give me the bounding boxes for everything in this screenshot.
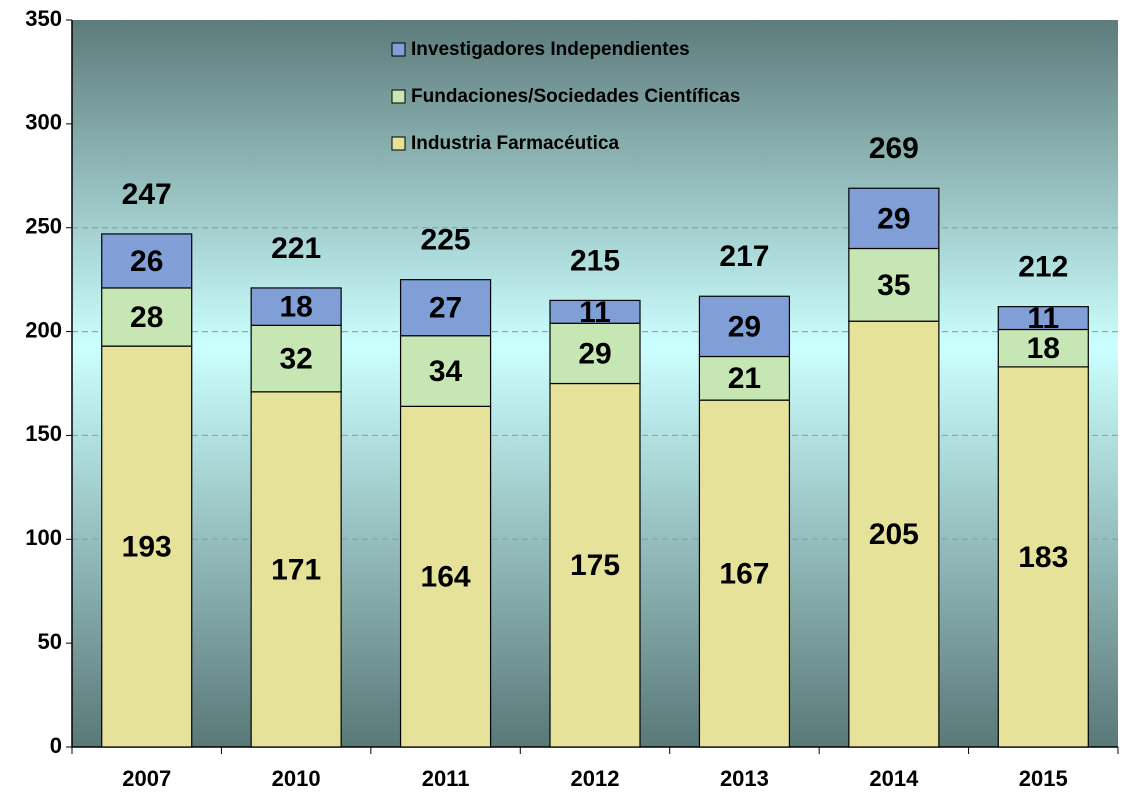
bar-segment bbox=[399, 405, 492, 748]
data-label: 11 bbox=[579, 296, 611, 329]
legend-label: Fundaciones/Sociedades Científicas bbox=[411, 86, 740, 107]
legend-label: Investigadores Independientes bbox=[411, 39, 690, 60]
bar-segment bbox=[848, 187, 940, 250]
bar-segment bbox=[101, 345, 193, 748]
data-label: 171 bbox=[271, 553, 321, 586]
legend-swatch bbox=[391, 136, 406, 151]
y-tick-label: 0 bbox=[50, 733, 62, 758]
data-label: 21 bbox=[728, 362, 761, 395]
total-label: 212 bbox=[1018, 251, 1068, 284]
data-label: 29 bbox=[877, 202, 910, 235]
y-tick-label: 200 bbox=[25, 317, 62, 342]
bar-segment bbox=[997, 366, 1089, 748]
bar-segment bbox=[698, 295, 791, 358]
data-label: 18 bbox=[1027, 332, 1060, 365]
data-label: 29 bbox=[728, 310, 761, 343]
y-tick-label: 100 bbox=[25, 525, 62, 550]
y-tick-label: 300 bbox=[25, 110, 62, 135]
data-label: 18 bbox=[279, 291, 312, 324]
legend-swatch bbox=[391, 42, 406, 57]
y-tick-label: 350 bbox=[25, 6, 62, 31]
data-label: 193 bbox=[122, 530, 172, 563]
total-label: 225 bbox=[421, 224, 471, 257]
bar-segment bbox=[848, 247, 940, 322]
x-tick-label: 2010 bbox=[272, 766, 321, 791]
data-label: 167 bbox=[719, 557, 769, 590]
y-tick-label: 150 bbox=[25, 421, 62, 446]
x-tick-label: 2013 bbox=[720, 766, 769, 791]
total-label: 221 bbox=[271, 232, 321, 265]
total-label: 247 bbox=[122, 178, 172, 211]
legend-swatch bbox=[391, 89, 406, 104]
data-label: 164 bbox=[421, 561, 471, 594]
bar-segment bbox=[698, 355, 791, 401]
data-label: 28 bbox=[130, 301, 163, 334]
bar-segment bbox=[250, 324, 342, 393]
bar-segment bbox=[549, 299, 641, 324]
bar-segment bbox=[250, 287, 342, 326]
bar-segment bbox=[848, 320, 940, 748]
x-tick-label: 2015 bbox=[1019, 766, 1068, 791]
legend-label: Industria Farmacéutica bbox=[411, 133, 619, 154]
data-label: 183 bbox=[1018, 541, 1068, 574]
total-label: 217 bbox=[719, 240, 769, 273]
data-label: 34 bbox=[429, 355, 463, 388]
data-label: 35 bbox=[877, 269, 910, 302]
bar-segment bbox=[399, 279, 492, 337]
data-label: 29 bbox=[578, 337, 611, 370]
data-label: 27 bbox=[429, 292, 462, 325]
bar-segment bbox=[250, 391, 342, 748]
data-label: 175 bbox=[570, 549, 620, 582]
x-tick-label: 2007 bbox=[122, 766, 171, 791]
data-label: 205 bbox=[869, 518, 919, 551]
bar-segment bbox=[399, 335, 492, 407]
bar-segment bbox=[698, 399, 791, 748]
bar-segment bbox=[549, 322, 641, 385]
bar-segment bbox=[101, 233, 193, 289]
data-label: 26 bbox=[130, 245, 163, 278]
y-tick-label: 250 bbox=[25, 214, 62, 239]
bar-segment bbox=[549, 382, 641, 748]
data-label: 32 bbox=[279, 342, 312, 375]
bar-segment bbox=[101, 287, 193, 347]
total-label: 269 bbox=[869, 132, 919, 165]
total-label: 215 bbox=[570, 244, 620, 277]
x-tick-label: 2012 bbox=[571, 766, 620, 791]
x-tick-label: 2014 bbox=[869, 766, 919, 791]
data-label: 11 bbox=[1027, 302, 1059, 335]
bar-segment bbox=[997, 306, 1089, 331]
y-tick-label: 50 bbox=[38, 629, 62, 654]
x-tick-label: 2011 bbox=[422, 766, 470, 791]
